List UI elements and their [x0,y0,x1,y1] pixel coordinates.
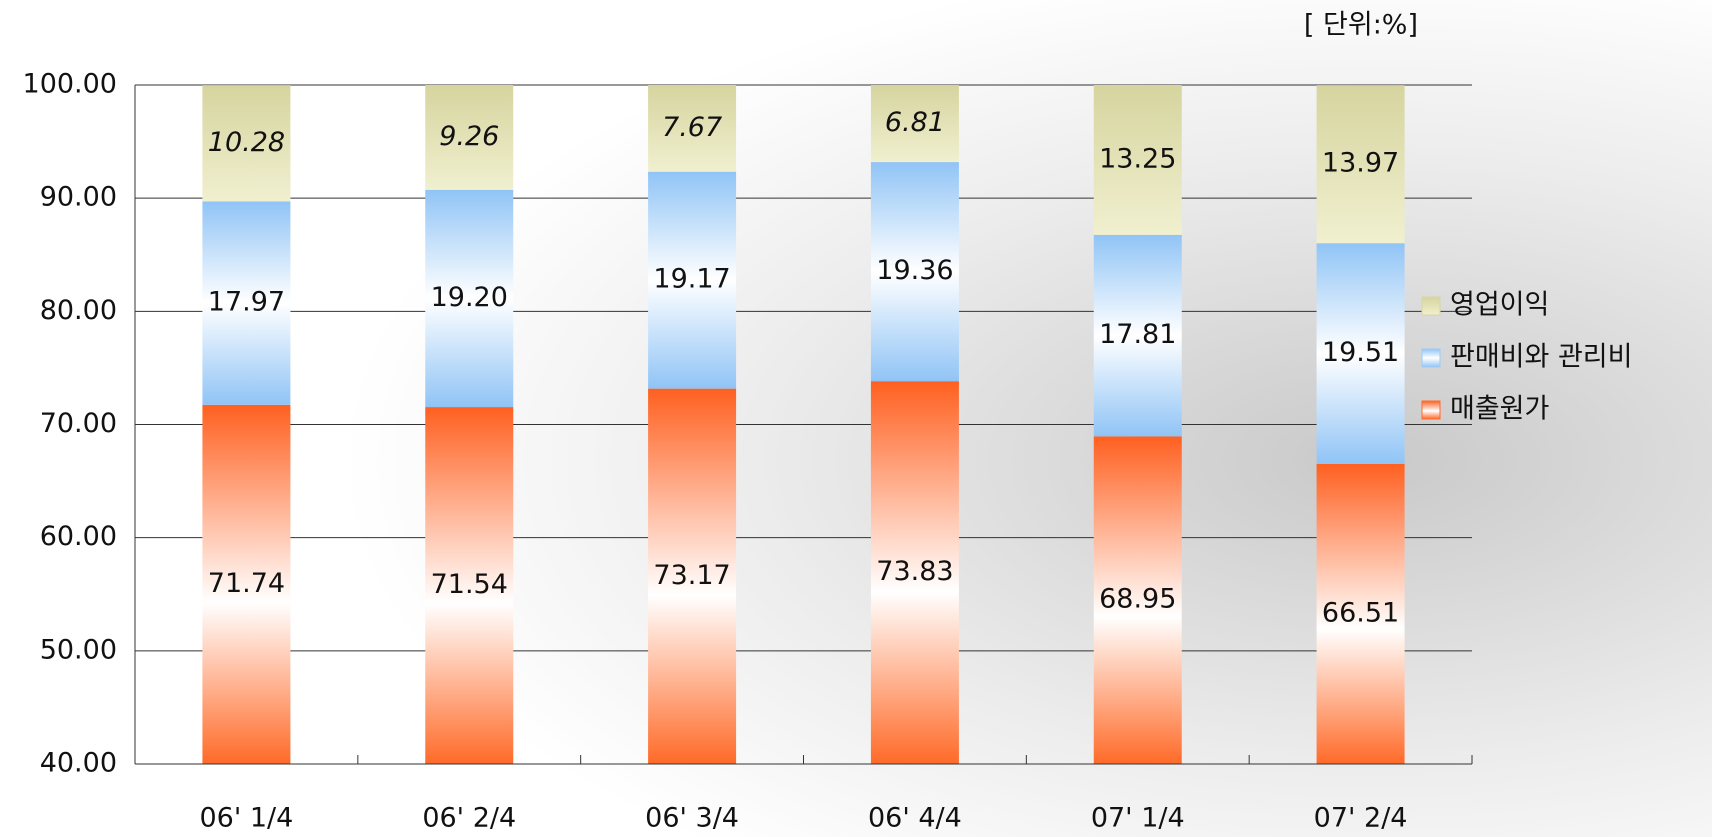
x-tick-label: 06' 4/4 [868,803,962,834]
bar-segment [202,85,291,202]
bar-segment [648,85,737,172]
data-label: 19.20 [431,282,508,313]
bar-segment [202,201,291,405]
x-tick-label: 07' 2/4 [1314,803,1408,834]
bar-segment [648,171,737,389]
data-label: 13.25 [1099,143,1176,174]
legend-swatch [1421,400,1441,420]
bar-segment [870,85,959,163]
x-tick-label: 06' 1/4 [200,803,294,834]
bar-segment [425,407,514,764]
data-label: 19.51 [1322,337,1399,368]
bar-segment [1093,234,1182,437]
data-label: 73.83 [876,556,953,587]
data-label: 66.51 [1322,597,1399,628]
x-tick-label: 07' 1/4 [1091,803,1185,834]
data-label: 7.67 [662,112,722,143]
bar-segment [1316,463,1405,764]
legend-label: 영업이익 [1450,290,1549,321]
y-tick-label: 70.00 [40,408,117,439]
data-label: 17.97 [208,287,285,318]
bar-segment [648,388,737,764]
bar-segment [202,404,291,764]
data-label: 71.74 [208,568,285,599]
bar-segment [1093,436,1182,764]
legend-swatch [1421,296,1441,316]
data-label: 19.17 [653,264,730,295]
data-label: 19.36 [876,255,953,286]
data-label: 17.81 [1099,319,1176,350]
legend-label: 판매비와 관리비 [1450,342,1632,373]
bar-segment [425,85,514,190]
bar-segment [1093,85,1182,235]
x-tick-label: 06' 2/4 [422,803,516,834]
bar-segment [870,381,959,764]
bar-segment [1316,243,1405,464]
y-tick-label: 40.00 [40,748,117,779]
bar-segment [1316,85,1405,244]
data-label: 71.54 [431,569,508,600]
data-label: 13.97 [1322,148,1399,179]
data-label: 68.95 [1099,584,1176,615]
y-tick-label: 80.00 [40,295,117,326]
data-label: 6.81 [885,107,945,138]
legend-label: 매출원가 [1450,394,1549,425]
data-label: 73.17 [653,560,730,591]
data-label: 10.28 [208,127,285,158]
legend-swatch [1421,348,1441,368]
y-tick-label: 100.00 [23,69,117,100]
x-tick-label: 06' 3/4 [645,803,739,834]
bar-segment [425,189,514,408]
y-tick-label: 60.00 [40,521,117,552]
data-label: 9.26 [439,121,499,152]
y-tick-label: 90.00 [40,182,117,213]
bar-segment [870,162,959,382]
y-tick-label: 50.00 [40,634,117,665]
unit-annotation: [ 단위:%] [1304,10,1418,41]
